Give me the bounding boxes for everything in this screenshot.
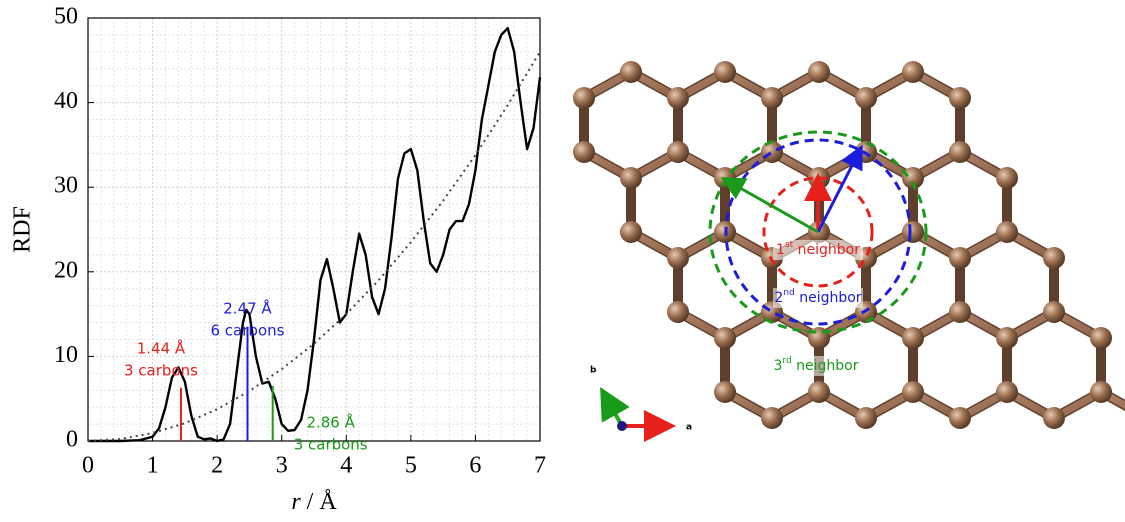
plot-frame <box>87 17 541 442</box>
carbon-atom <box>1090 381 1112 403</box>
x-tick-label: 0 <box>82 453 94 479</box>
neighbor-ring <box>724 138 912 326</box>
x-tick-label: 4 <box>340 453 352 479</box>
neighbor-ordinal: 3 <box>774 358 783 374</box>
y-tick-label: 40 <box>54 88 78 114</box>
label-backdrop <box>771 356 861 376</box>
x-tick-label: 5 <box>405 453 417 479</box>
fit-curve <box>87 51 541 442</box>
carbon-atom <box>996 167 1018 189</box>
carbon-atom <box>996 327 1018 349</box>
carbon-atom <box>573 141 595 163</box>
neighbor-text: neighbor <box>795 290 862 306</box>
carbon-atom <box>902 381 924 403</box>
carbon-atom <box>573 87 595 109</box>
x-tick-label: 1 <box>147 453 159 479</box>
neighbor-vector <box>816 144 863 233</box>
neighbor-label: 3rd neighbor <box>774 356 859 375</box>
carbon-atom <box>761 141 783 163</box>
neighbor-ring <box>762 176 874 288</box>
carbon-atom <box>620 221 642 243</box>
carbon-atom <box>949 141 971 163</box>
y-tick-label: 0 <box>66 427 78 453</box>
carbon-atom <box>902 327 924 349</box>
carbon-atom <box>714 381 736 403</box>
carbon-atom <box>714 327 736 349</box>
carbon-atom <box>714 61 736 83</box>
carbon-atom <box>949 407 971 429</box>
carbon-atom <box>808 381 830 403</box>
carbon-atom <box>902 221 924 243</box>
peak-label: 3 carbons <box>124 362 198 380</box>
carbon-atom <box>1090 327 1112 349</box>
neighbor-text: neighbor <box>792 358 859 374</box>
axis-b-label: b <box>590 366 597 376</box>
peak-label: 2.47 Å <box>223 299 272 318</box>
x-tick-label: 7 <box>534 453 546 479</box>
carbon-atom <box>667 247 689 269</box>
carbon-atom <box>902 167 924 189</box>
neighbor-suffix: st <box>785 240 794 250</box>
neighbor-ordinal: 1 <box>776 242 785 258</box>
y-tick-label: 30 <box>54 173 78 199</box>
peak-label: 6 carbons <box>211 322 285 340</box>
neighbor-ring <box>708 130 928 334</box>
neighbor-vector <box>720 177 819 234</box>
peak-label: 3 carbons <box>294 436 368 454</box>
peak-label: 2.86 Å <box>306 413 355 432</box>
carbon-atom <box>855 407 877 429</box>
carbon-atom <box>855 87 877 109</box>
label-backdrop <box>773 288 863 308</box>
carbon-atom <box>761 87 783 109</box>
x-axis-unit: / Å <box>307 489 338 515</box>
carbon-atom <box>620 167 642 189</box>
neighbor-suffix: rd <box>782 356 791 366</box>
carbon-atom <box>667 141 689 163</box>
carbon-atom <box>996 381 1018 403</box>
carbon-atom <box>808 61 830 83</box>
neighbor-label: 1st neighbor <box>776 240 860 259</box>
axis-a-label: a <box>686 423 692 433</box>
rdf-chart: 0 1 2 3 4 5 6 7 0 10 20 30 40 50 RDF r / Å 1.44 Å 3 carbon… <box>10 4 547 515</box>
carbon-atom <box>667 301 689 323</box>
carbon-atom <box>761 407 783 429</box>
carbon-atom <box>902 61 924 83</box>
carbon-atom <box>1043 407 1065 429</box>
carbon-atom <box>667 87 689 109</box>
x-axis-label: r / Å <box>291 489 337 515</box>
neighbor-suffix: nd <box>783 288 794 298</box>
x-tick-label: 3 <box>276 453 288 479</box>
carbon-atom <box>949 87 971 109</box>
carbon-atom <box>996 221 1018 243</box>
axis-origin <box>617 421 627 431</box>
carbon-atom <box>1043 247 1065 269</box>
axis-b <box>600 387 630 427</box>
label-backdrop <box>773 240 863 260</box>
carbon-atom <box>1043 301 1065 323</box>
peak-label: 1.44 Å <box>137 339 186 358</box>
y-axis-label: RDF <box>10 206 36 253</box>
x-axis-variable: r <box>291 489 301 515</box>
rdf-curve <box>88 26 542 443</box>
y-tick-label: 20 <box>54 257 78 283</box>
x-tick-label: 2 <box>211 453 223 479</box>
carbon-atom <box>620 61 642 83</box>
neighbor-text: neighbor <box>793 242 860 258</box>
x-tick-label: 6 <box>469 453 481 479</box>
y-tick-label: 50 <box>54 4 78 30</box>
neighbor-ordinal: 2 <box>774 290 783 306</box>
carbon-atom <box>949 247 971 269</box>
carbon-atom <box>949 301 971 323</box>
neighbor-label: 2nd neighbor <box>774 288 861 307</box>
y-tick-label: 10 <box>54 342 78 368</box>
